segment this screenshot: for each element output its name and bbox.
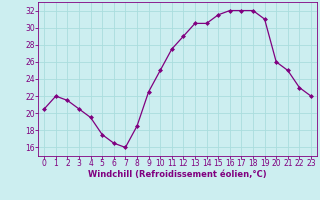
- X-axis label: Windchill (Refroidissement éolien,°C): Windchill (Refroidissement éolien,°C): [88, 170, 267, 179]
